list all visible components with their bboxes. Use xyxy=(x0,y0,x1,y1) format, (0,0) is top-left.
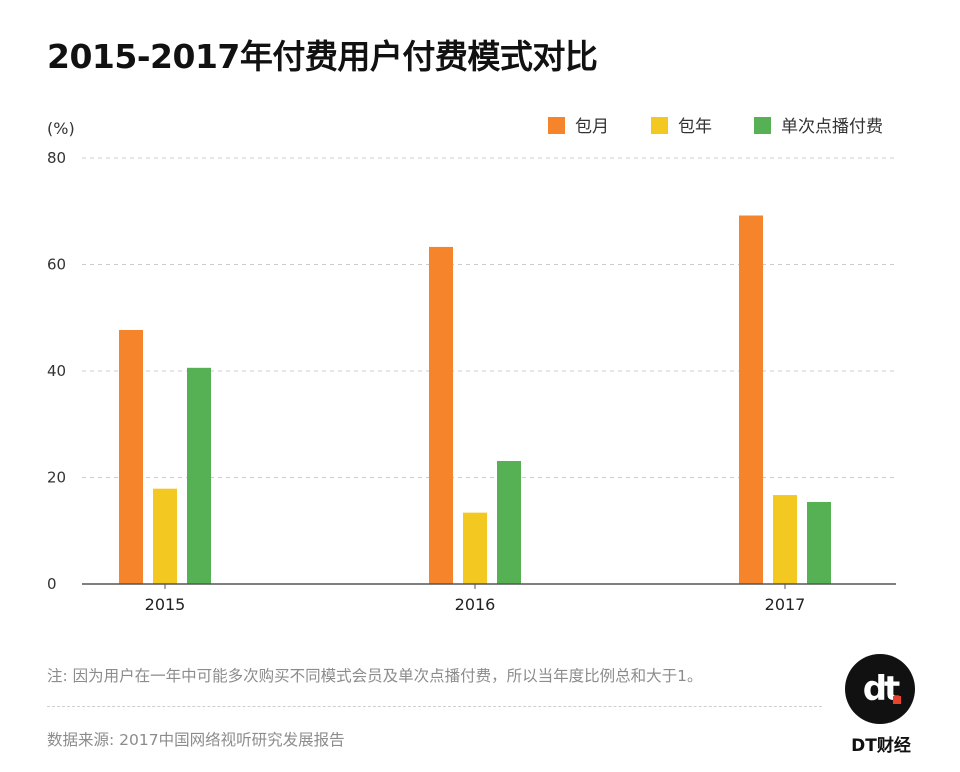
data-source: 数据来源: 2017中国网络视听研究发展报告 xyxy=(47,731,345,749)
bar-2016-2 xyxy=(463,512,487,584)
bar-2015-2 xyxy=(153,488,177,584)
x-tick-label: 2016 xyxy=(455,595,496,614)
bar-2017-3 xyxy=(807,501,831,584)
y-axis: (%) 0 20 40 60 80 xyxy=(47,119,75,593)
legend-swatch xyxy=(754,117,771,134)
legend-label: 单次点播付费 xyxy=(781,117,883,137)
bar-2015-1 xyxy=(119,329,143,584)
legend: 包月 包年 单次点播付费 xyxy=(548,117,883,137)
divider xyxy=(47,706,822,707)
legend-label: 包年 xyxy=(678,117,712,137)
bars xyxy=(119,215,831,585)
bar-2016-3 xyxy=(497,460,521,584)
y-tick-label: 40 xyxy=(47,362,66,380)
y-axis-unit-label: (%) xyxy=(47,119,75,138)
footnote: 注: 因为用户在一年中可能多次购买不同模式会员及单次点播付费，所以当年度比例总和… xyxy=(47,667,703,685)
y-tick-label: 80 xyxy=(47,149,66,167)
bar-2017-2 xyxy=(773,495,797,584)
bar-chart: (%) 0 20 40 60 80 2015 2016 2017 包月 包年 单次点播付费 xyxy=(47,117,896,614)
legend-swatch xyxy=(548,117,565,134)
legend-label: 包月 xyxy=(575,117,609,137)
y-tick-label: 0 xyxy=(47,575,57,593)
y-tick-label: 60 xyxy=(47,256,66,274)
x-axis: 2015 2016 2017 xyxy=(82,583,896,614)
dt-logo-icon: dt xyxy=(845,654,915,724)
logo-dot xyxy=(893,696,901,704)
bar-2017-1 xyxy=(739,215,763,584)
x-tick-label: 2015 xyxy=(145,595,186,614)
x-tick-label: 2017 xyxy=(765,595,806,614)
chart-title: 2015-2017年付费用户付费模式对比 xyxy=(47,37,598,76)
logo-text: DT财经 xyxy=(851,736,911,756)
bar-2016-1 xyxy=(429,246,453,585)
legend-swatch xyxy=(651,117,668,134)
logo-mark: dt xyxy=(862,669,901,709)
bar-2015-3 xyxy=(187,367,211,584)
y-tick-label: 20 xyxy=(47,469,66,487)
